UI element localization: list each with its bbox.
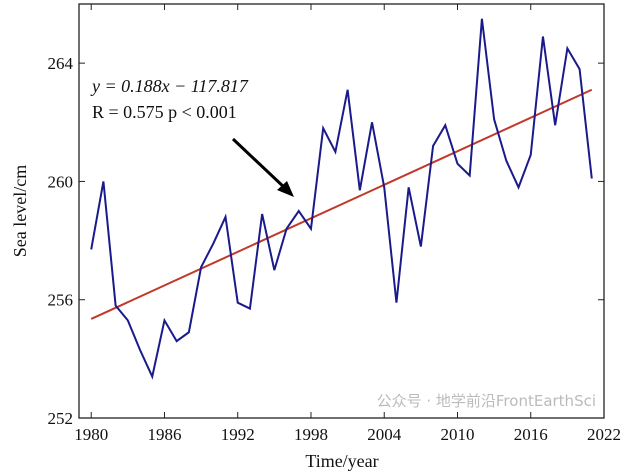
- x-tick-label: 1992: [221, 425, 255, 444]
- y-axis-label: Sea level/cm: [10, 165, 30, 257]
- plot-frame: [78, 3, 605, 419]
- watermark: 公众号 · 地学前沿FrontEarthSci: [377, 392, 596, 410]
- x-tick-label: 2016: [514, 425, 548, 444]
- x-tick-label: 1980: [74, 425, 108, 444]
- annotation-arrow: [231, 137, 294, 197]
- x-tick-label: 2004: [367, 425, 402, 444]
- y-tick-label: 256: [48, 291, 74, 310]
- x-tick-label: 2010: [440, 425, 474, 444]
- x-axis-label: Time/year: [305, 451, 378, 471]
- regression-stats: R = 0.575 p < 0.001: [92, 102, 237, 122]
- x-tick-label: 1998: [294, 425, 328, 444]
- y-tick-label: 260: [48, 172, 74, 191]
- x-tick-label: 2022: [587, 425, 621, 444]
- y-tick-label: 264: [48, 54, 74, 73]
- trend-line: [90, 88, 593, 320]
- sea-level-series: [90, 18, 593, 380]
- regression-equation: y = 0.188x − 117.817: [90, 76, 249, 96]
- y-tick-label: 252: [48, 409, 74, 428]
- x-tick-label: 1986: [147, 425, 181, 444]
